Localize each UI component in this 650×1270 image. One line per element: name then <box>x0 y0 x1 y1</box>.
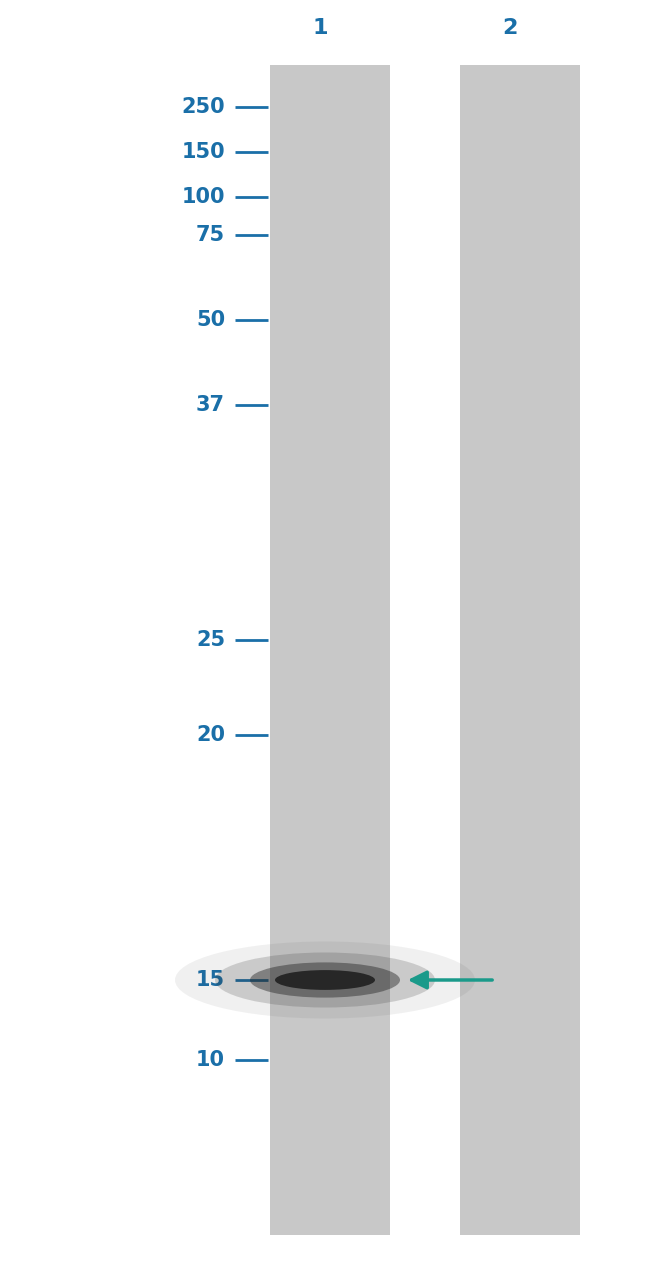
Text: 250: 250 <box>181 97 225 117</box>
Text: 2: 2 <box>502 18 517 38</box>
Ellipse shape <box>175 941 475 1019</box>
Bar <box>460 65 580 1234</box>
Text: 1: 1 <box>312 18 328 38</box>
Text: 15: 15 <box>196 970 225 991</box>
Text: 37: 37 <box>196 395 225 415</box>
Ellipse shape <box>275 970 375 989</box>
Text: 100: 100 <box>181 187 225 207</box>
Bar <box>270 65 390 1234</box>
Ellipse shape <box>250 963 400 998</box>
Text: 75: 75 <box>196 225 225 245</box>
Ellipse shape <box>215 952 435 1007</box>
Text: 50: 50 <box>196 310 225 330</box>
Text: 20: 20 <box>196 725 225 745</box>
Text: 25: 25 <box>196 630 225 650</box>
Text: 10: 10 <box>196 1050 225 1071</box>
Text: 150: 150 <box>181 142 225 163</box>
